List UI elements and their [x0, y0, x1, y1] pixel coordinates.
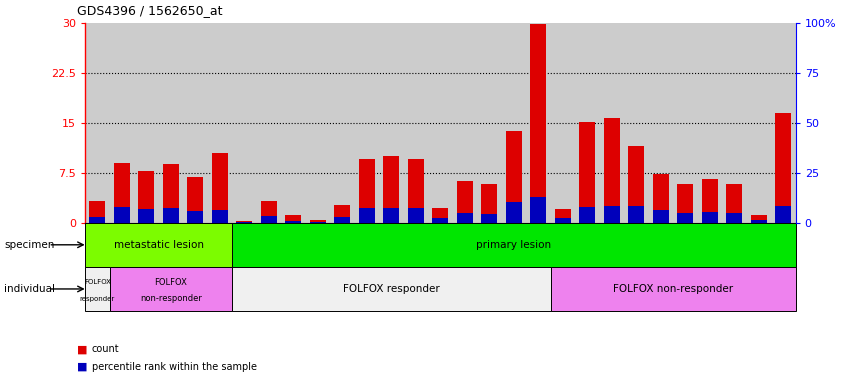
Bar [551, 267, 796, 311]
Text: FOLFOX: FOLFOX [154, 278, 187, 287]
Bar [285, 215, 301, 223]
Bar [457, 213, 473, 223]
Bar [653, 174, 669, 223]
Bar [212, 153, 228, 223]
Bar [482, 184, 497, 223]
Bar [261, 202, 277, 223]
Bar [89, 217, 106, 223]
Bar [232, 223, 796, 267]
Bar [628, 146, 644, 223]
Bar [408, 208, 424, 223]
Bar [237, 222, 253, 223]
Bar [702, 212, 718, 223]
Bar [232, 267, 551, 311]
Text: primary lesion: primary lesion [477, 240, 551, 250]
Text: ■: ■ [77, 362, 87, 372]
Bar [384, 208, 399, 223]
Bar [751, 215, 767, 223]
Bar [727, 213, 742, 223]
Bar [727, 184, 742, 223]
Text: FOLFOX: FOLFOX [84, 279, 111, 285]
Bar [506, 131, 522, 223]
Bar [580, 122, 596, 223]
Bar [408, 159, 424, 223]
Text: responder: responder [80, 296, 115, 302]
Bar [285, 221, 301, 223]
Text: FOLFOX responder: FOLFOX responder [343, 284, 440, 294]
Text: count: count [92, 344, 119, 354]
Bar [506, 202, 522, 223]
Bar [677, 213, 694, 223]
Text: FOLFOX non-responder: FOLFOX non-responder [613, 284, 734, 294]
Bar [163, 208, 179, 223]
Bar [359, 159, 374, 223]
Bar [334, 217, 351, 223]
Bar [114, 163, 130, 223]
Bar [653, 210, 669, 223]
Bar [139, 171, 154, 223]
Text: ■: ■ [77, 344, 87, 354]
Bar [457, 182, 473, 223]
Bar [261, 216, 277, 223]
Bar [114, 207, 130, 223]
Bar [555, 218, 571, 223]
Bar [628, 206, 644, 223]
Text: individual: individual [4, 284, 55, 294]
Bar [604, 118, 620, 223]
Bar [187, 211, 203, 223]
Text: metastatic lesion: metastatic lesion [114, 240, 203, 250]
Bar [310, 220, 326, 223]
Bar [604, 206, 620, 223]
Bar [187, 177, 203, 223]
Bar [163, 164, 179, 223]
Bar [432, 218, 448, 223]
Bar [110, 267, 232, 311]
Bar [482, 214, 497, 223]
Bar [85, 223, 232, 267]
Bar [580, 207, 596, 223]
Text: non-responder: non-responder [140, 294, 202, 303]
Bar [139, 209, 154, 223]
Bar [555, 209, 571, 223]
Bar [384, 156, 399, 223]
Bar [85, 267, 110, 311]
Text: specimen: specimen [4, 240, 54, 250]
Bar [677, 184, 694, 223]
Bar [212, 210, 228, 223]
Bar [89, 202, 106, 223]
Bar [310, 222, 326, 223]
Bar [237, 222, 253, 223]
Bar [775, 206, 791, 223]
Bar [530, 24, 546, 223]
Bar [530, 197, 546, 223]
Bar [359, 208, 374, 223]
Bar [775, 113, 791, 223]
Bar [702, 179, 718, 223]
Bar [751, 220, 767, 223]
Bar [334, 205, 351, 223]
Text: percentile rank within the sample: percentile rank within the sample [92, 362, 257, 372]
Bar [432, 208, 448, 223]
Text: GDS4396 / 1562650_at: GDS4396 / 1562650_at [77, 4, 222, 17]
